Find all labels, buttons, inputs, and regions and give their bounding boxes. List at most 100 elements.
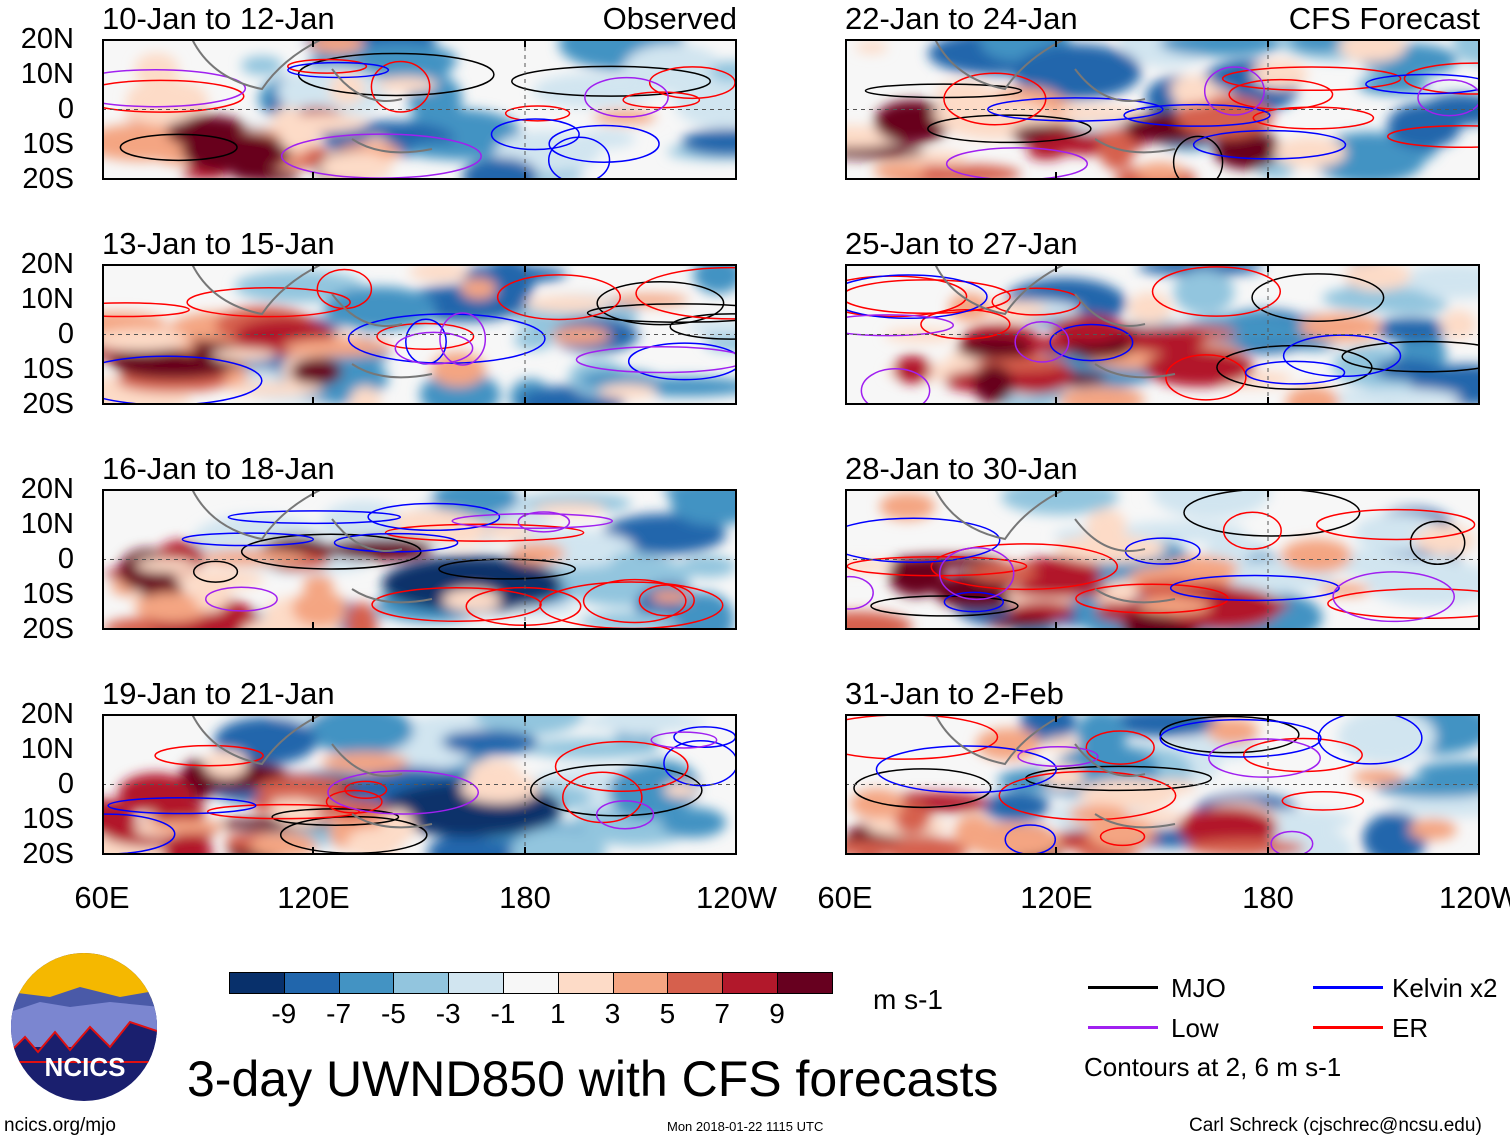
contour-line — [575, 346, 737, 374]
lat-label: 20S — [22, 163, 74, 195]
positive-anomaly — [1169, 75, 1218, 105]
positive-anomaly — [1008, 582, 1115, 598]
footer-author: Carl Schreck (cjschrec@ncsu.edu) — [1189, 1115, 1482, 1136]
wind-anomaly-map — [845, 39, 1480, 180]
contour-line — [1014, 321, 1070, 363]
lat-label: 0 — [57, 318, 74, 350]
positive-anomaly — [135, 592, 211, 623]
contour-line — [1165, 354, 1247, 401]
negative-anomaly — [513, 330, 554, 350]
contour-line — [1172, 135, 1224, 180]
contour-line — [920, 308, 1011, 340]
lat-label: 20N — [20, 248, 74, 280]
wind-anomaly-map — [102, 264, 737, 405]
negative-anomaly — [524, 738, 661, 759]
positive-anomaly — [525, 295, 613, 313]
negative-anomaly — [1159, 39, 1284, 57]
positive-anomaly — [931, 101, 1035, 129]
colorbar-swatch — [722, 972, 778, 994]
legend-line-mjo — [1088, 986, 1158, 989]
positive-anomaly — [274, 798, 316, 820]
contour-line — [1017, 745, 1099, 767]
contour-line — [627, 342, 737, 381]
negative-anomaly — [1115, 521, 1247, 543]
negative-anomaly — [1214, 312, 1295, 343]
lat-label: 10S — [22, 578, 74, 610]
wind-anomaly-map — [845, 264, 1480, 405]
positive-anomaly — [1408, 818, 1457, 841]
contour-line — [548, 124, 660, 163]
positive-anomaly — [1440, 309, 1477, 340]
lat-label: 10N — [20, 508, 74, 540]
lat-label: 20N — [20, 473, 74, 505]
contour-line — [465, 586, 582, 626]
lon-label: 180 — [499, 880, 551, 915]
contour-line — [1192, 129, 1347, 160]
positive-anomaly — [1338, 39, 1407, 63]
positive-anomaly — [211, 348, 277, 362]
positive-anomaly — [975, 728, 1041, 761]
positive-anomaly — [1044, 736, 1081, 753]
legend-label-kelvin: Kelvin x2 — [1392, 973, 1498, 1003]
negative-anomaly — [1400, 264, 1480, 299]
colorbar-label: 5 — [659, 998, 676, 1029]
legend-line-low — [1088, 1026, 1158, 1029]
contour-line — [102, 68, 247, 108]
positive-anomaly — [986, 615, 1054, 629]
positive-anomaly — [893, 801, 931, 835]
legend-note: Contours at 2, 6 m s-1 — [1084, 1052, 1342, 1082]
lat-label: 10N — [20, 733, 74, 765]
contour-line — [504, 105, 571, 122]
negative-anomaly — [443, 730, 538, 756]
positive-anomaly — [1058, 386, 1145, 405]
contour-line — [860, 368, 931, 405]
contour-line — [595, 800, 655, 830]
contour-line — [1159, 718, 1322, 758]
positive-anomaly — [1086, 508, 1127, 545]
positive-anomaly — [119, 358, 229, 380]
footer-timestamp: Mon 2018-01-22 1115 UTC — [667, 1119, 824, 1134]
colorbar-label: 3 — [604, 998, 621, 1029]
lat-label: 10N — [20, 283, 74, 315]
contour-line — [439, 312, 487, 366]
colorbar-label: 9 — [769, 998, 785, 1029]
contour-line — [205, 586, 278, 612]
contour-line — [1099, 827, 1146, 847]
colorbar-label: -5 — [380, 998, 406, 1029]
contour-line — [846, 555, 1028, 577]
lon-label: 60E — [74, 880, 130, 915]
contour-line — [325, 789, 383, 814]
contour-line — [1281, 790, 1365, 811]
negative-anomaly — [982, 791, 1051, 821]
contour-line — [987, 97, 1164, 122]
coastline — [934, 489, 1176, 604]
contour-line — [1049, 323, 1134, 362]
colorbar-label: -9 — [271, 998, 297, 1029]
lon-label: 120E — [1020, 880, 1093, 915]
positive-anomaly — [551, 326, 611, 345]
negative-anomaly — [407, 141, 483, 159]
contour-line — [669, 313, 737, 340]
colorbar-swatch — [283, 972, 340, 994]
footer-url[interactable]: ncics.org/mjo — [4, 1115, 116, 1136]
positive-anomaly — [1344, 264, 1411, 291]
coastline — [191, 264, 433, 379]
positive-anomaly — [873, 161, 927, 180]
contour-line — [517, 511, 571, 533]
contour-line — [1208, 738, 1321, 778]
negative-anomaly — [474, 714, 584, 736]
contour-line — [845, 517, 1001, 563]
panel-title: 25-Jan to 27-Jan — [845, 226, 1078, 261]
positive-anomaly — [195, 549, 307, 566]
negative-anomaly — [660, 807, 727, 838]
positive-anomaly — [181, 131, 293, 173]
positive-anomaly — [510, 542, 565, 565]
positive-anomaly — [663, 782, 698, 798]
contour-line — [1244, 360, 1346, 385]
negative-anomaly — [676, 592, 735, 630]
positive-anomaly — [1011, 557, 1102, 591]
positive-anomaly — [321, 751, 409, 773]
contour-line — [845, 274, 988, 320]
positive-anomaly — [326, 538, 433, 561]
panel-frame — [845, 489, 1480, 630]
